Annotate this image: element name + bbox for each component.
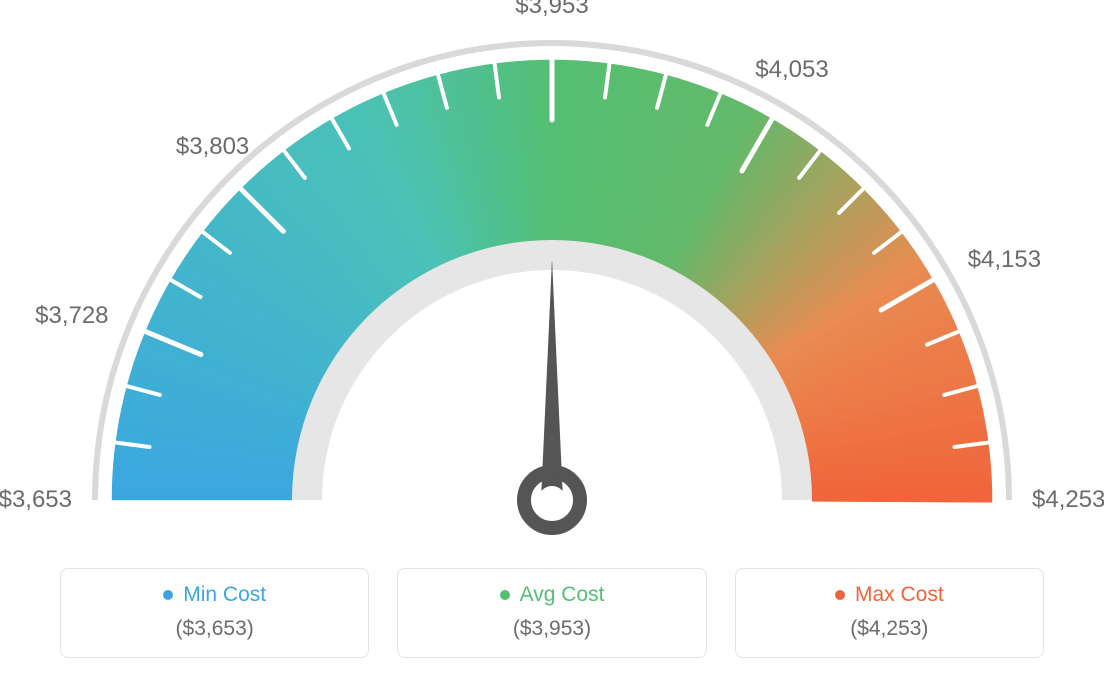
legend-title-avg: Avg Cost [500,583,605,607]
gauge-tick-label: $3,653 [0,486,72,514]
gauge-tick-label: $4,253 [1032,486,1104,514]
gauge-tick-label: $3,803 [176,133,249,161]
gauge-chart: $3,653 $3,728 $3,803 $3,953 $4,053 $4,153 $4,2… [0,0,1104,560]
legend-row: Min Cost ($3,653) Avg Cost ($3,953) Max … [60,568,1044,658]
legend-title-label: Min Cost [183,583,266,607]
legend-title-max: Max Cost [835,583,944,607]
gauge-tick-label: $3,953 [515,0,588,20]
legend-title-label: Max Cost [855,583,944,607]
gauge-tick-label: $4,153 [968,246,1041,274]
gauge-svg [52,0,1052,560]
legend-card-avg: Avg Cost ($3,953) [397,568,706,658]
legend-title-min: Min Cost [163,583,266,607]
legend-value-avg: ($3,953) [418,617,685,641]
legend-value-max: ($4,253) [756,617,1023,641]
legend-card-max: Max Cost ($4,253) [735,568,1044,658]
dot-icon [835,590,845,600]
legend-title-label: Avg Cost [520,583,605,607]
gauge-tick-label: $4,053 [755,56,828,84]
dot-icon [500,590,510,600]
legend-card-min: Min Cost ($3,653) [60,568,369,658]
dot-icon [163,590,173,600]
legend-value-min: ($3,653) [81,617,348,641]
gauge-tick-label: $3,728 [35,302,108,330]
